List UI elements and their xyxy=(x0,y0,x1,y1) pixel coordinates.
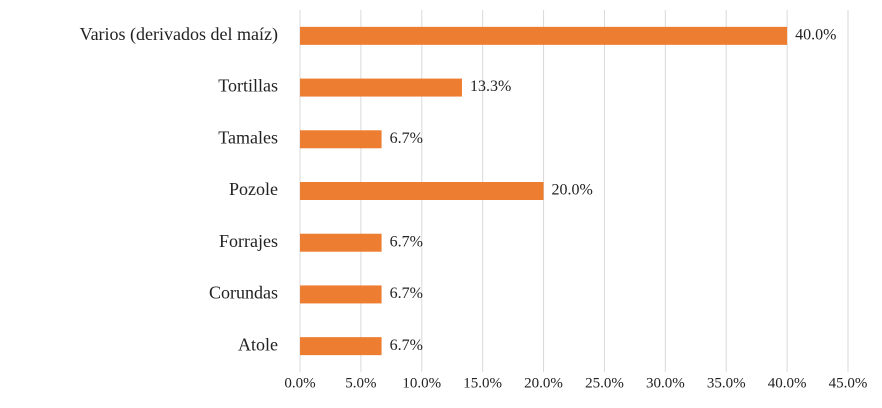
x-tick-label: 15.0% xyxy=(463,375,502,391)
x-tick-label: 0.0% xyxy=(284,375,315,391)
x-tick-label: 25.0% xyxy=(585,375,624,391)
y-tick-label: Atole xyxy=(238,334,278,354)
value-label: 13.3% xyxy=(470,78,511,95)
value-label: 20.0% xyxy=(552,182,593,199)
bar xyxy=(300,78,462,97)
y-tick-label: Pozole xyxy=(229,179,278,199)
x-tick-label: 5.0% xyxy=(345,375,376,391)
bar xyxy=(300,337,382,356)
x-tick-label: 10.0% xyxy=(402,375,441,391)
x-tick-label: 30.0% xyxy=(646,375,685,391)
value-label: 6.7% xyxy=(390,233,423,250)
value-label: 6.7% xyxy=(390,130,423,147)
value-label: 6.7% xyxy=(390,337,423,354)
bar xyxy=(300,182,544,200)
y-tick-label: Tamales xyxy=(218,127,278,147)
x-tick-label: 35.0% xyxy=(707,375,746,391)
y-tick-label: Varios (derivados del maíz) xyxy=(80,24,278,45)
bar xyxy=(300,26,788,45)
y-tick-label: Forrajes xyxy=(219,231,278,251)
bar xyxy=(300,285,382,304)
bar xyxy=(300,233,382,252)
x-tick-label: 20.0% xyxy=(524,375,563,391)
y-tick-label: Tortillas xyxy=(218,76,278,96)
x-tick-label: 45.0% xyxy=(829,375,868,391)
value-label: 6.7% xyxy=(390,285,423,302)
bar xyxy=(300,130,382,149)
x-tick-label: 40.0% xyxy=(768,375,807,391)
y-tick-label: Corundas xyxy=(209,283,278,303)
value-label: 40.0% xyxy=(795,27,836,44)
